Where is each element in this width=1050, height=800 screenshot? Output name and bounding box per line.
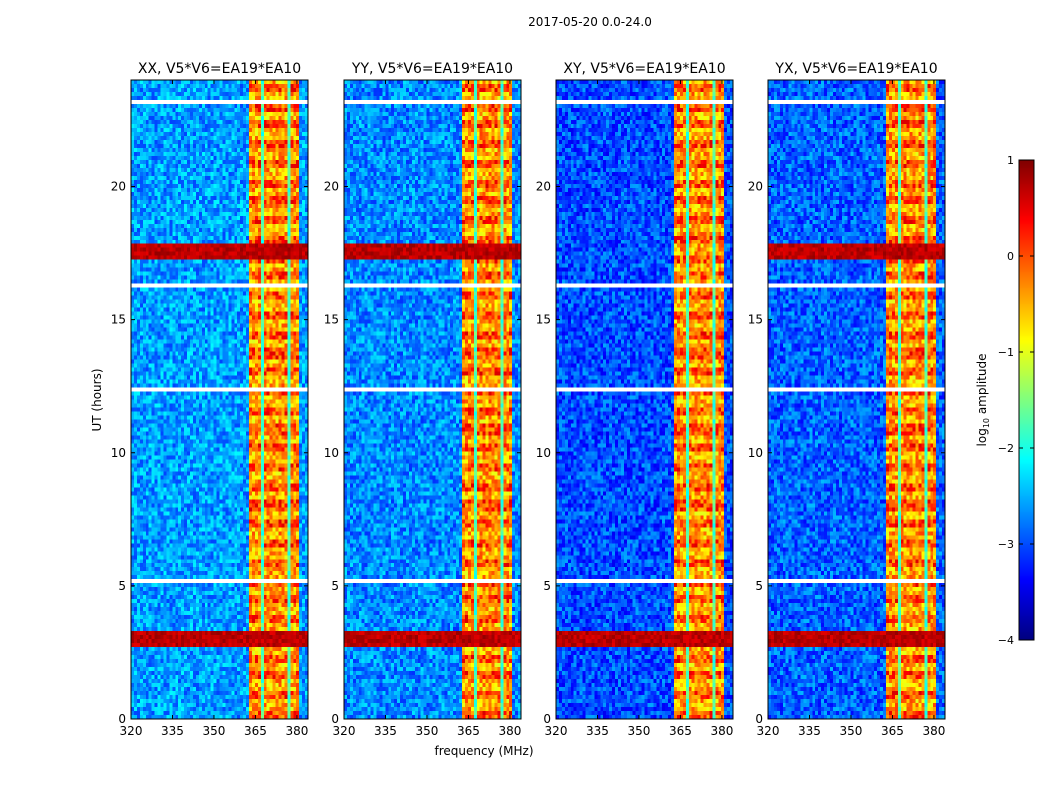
colorbar-frame	[1018, 159, 1035, 641]
x-tick-label: 320	[333, 724, 356, 738]
x-tick-label: 335	[374, 724, 397, 738]
x-tick-label: 335	[586, 724, 609, 738]
colorbar-tick-label: 0	[1007, 250, 1014, 263]
y-tick-label: 0	[543, 712, 551, 726]
x-tick-label: 380	[710, 724, 733, 738]
panel-title: XX, V5*V6=EA19*EA10	[138, 61, 301, 77]
x-tick-label: 320	[757, 724, 780, 738]
panel-frame	[343, 79, 522, 720]
y-tick-label: 5	[543, 579, 551, 593]
y-tick-label: 10	[324, 446, 339, 460]
colorbar-tick-label: −2	[998, 442, 1014, 455]
x-tick-label: 350	[416, 724, 439, 738]
x-tick-label: 320	[545, 724, 568, 738]
panels-group: XX, V5*V6=EA19*EA10 320 335 350 365 380 0 5 10 15…	[111, 61, 946, 738]
x-tick-label: 380	[922, 724, 945, 738]
y-tick-label: 0	[331, 712, 339, 726]
y-tick-label: 10	[111, 446, 126, 460]
x-tick-label: 320	[120, 724, 143, 738]
y-tick-label: 0	[755, 712, 763, 726]
x-tick-label: 365	[244, 724, 267, 738]
y-tick-label: 5	[755, 579, 763, 593]
x-tick-label: 350	[628, 724, 651, 738]
x-tick-label: 335	[798, 724, 821, 738]
panel-title: YX, V5*V6=EA19*EA10	[774, 61, 937, 77]
panel-yx: YX, V5*V6=EA19*EA10 320 335 350 365 380 0 5 10 15…	[748, 61, 946, 738]
x-tick-label: 365	[669, 724, 692, 738]
colorbar-label-rest: amplitude	[975, 354, 989, 418]
heatmap-yy	[344, 80, 521, 719]
colorbar-label-sub: 10	[982, 418, 991, 428]
colorbar-tick-label: −1	[998, 346, 1014, 359]
colorbar-gradient	[1019, 160, 1034, 640]
x-tick-label: 380	[285, 724, 308, 738]
heatmap-xx	[131, 80, 308, 719]
y-tick-label: 15	[536, 313, 551, 327]
colorbar-tick-label: −3	[998, 538, 1014, 551]
panel-yy: YY, V5*V6=EA19*EA10 320 335 350 365 380 0 5 10 15…	[324, 61, 522, 738]
y-tick-label: 5	[331, 579, 339, 593]
y-tick-label: 10	[748, 446, 763, 460]
y-tick-label: 20	[748, 180, 763, 194]
figure-suptitle: 2017-05-20 0.0-24.0	[528, 15, 652, 29]
panel-title: XY, V5*V6=EA19*EA10	[563, 61, 725, 77]
y-tick-label: 0	[118, 712, 126, 726]
panel-xy: XY, V5*V6=EA19*EA10 320 335 350 365 380 0 5 10 15…	[536, 61, 734, 738]
panel-frame	[555, 79, 734, 720]
panel-frame	[130, 79, 309, 720]
y-tick-label: 15	[748, 313, 763, 327]
colorbar-tick-label: 1	[1007, 154, 1014, 167]
x-axis-label: frequency (MHz)	[434, 744, 533, 758]
y-tick-label: 10	[536, 446, 551, 460]
x-tick-label: 350	[203, 724, 226, 738]
y-tick-label: 15	[324, 313, 339, 327]
colorbar: 1 0 −1 −2 −3 −4	[998, 154, 1035, 647]
heatmap-yx	[768, 80, 945, 719]
x-tick-label: 380	[498, 724, 521, 738]
y-tick-label: 15	[111, 313, 126, 327]
colorbar-tick-label: −4	[998, 634, 1014, 647]
x-tick-label: 365	[881, 724, 904, 738]
y-axis-label: UT (hours)	[90, 368, 104, 431]
y-tick-label: 20	[324, 180, 339, 194]
x-tick-label: 335	[161, 724, 184, 738]
colorbar-label-main: log	[975, 428, 989, 446]
y-tick-label: 20	[111, 180, 126, 194]
y-tick-label: 20	[536, 180, 551, 194]
colorbar-label: log10 amplitude	[975, 354, 991, 447]
x-tick-label: 365	[457, 724, 480, 738]
x-tick-label: 350	[840, 724, 863, 738]
panel-frame	[767, 79, 946, 720]
panel-title: YY, V5*V6=EA19*EA10	[351, 61, 513, 77]
heatmap-xy	[556, 80, 733, 719]
panel-xx: XX, V5*V6=EA19*EA10 320 335 350 365 380 0 5 10 15…	[111, 61, 309, 738]
y-tick-label: 5	[118, 579, 126, 593]
